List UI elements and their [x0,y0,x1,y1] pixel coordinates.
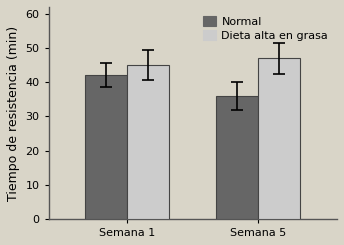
Bar [258,58,300,219]
Bar [85,75,127,219]
Y-axis label: Tiempo de resistencia (min): Tiempo de resistencia (min) [7,25,20,201]
Bar [216,96,258,219]
Legend: Normal, Dieta alta en grasa: Normal, Dieta alta en grasa [199,12,332,44]
Bar [127,65,169,219]
